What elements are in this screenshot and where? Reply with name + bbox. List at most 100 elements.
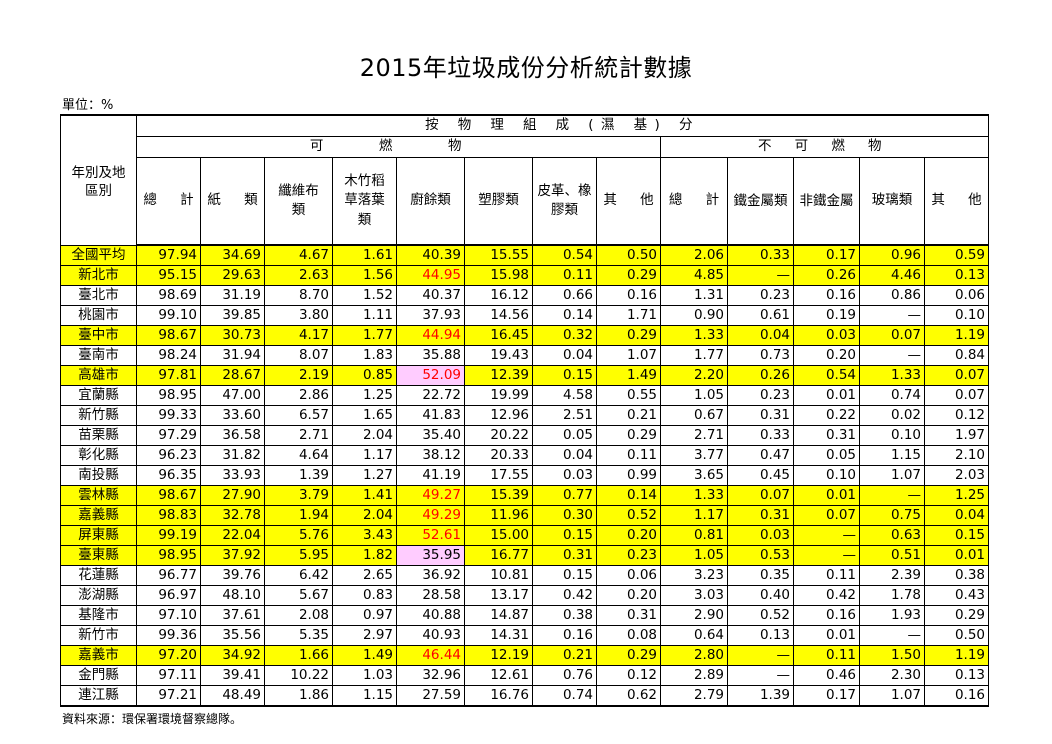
cell-paper: 35.56 <box>200 625 265 646</box>
cell-plastic: 11.96 <box>464 505 533 526</box>
cell-paper: 33.93 <box>200 465 265 486</box>
cell-nonferrous-metal: 0.46 <box>793 665 860 686</box>
cell-leather-rubber: 0.54 <box>532 244 597 266</box>
cell-ferrous-metal: 0.33 <box>727 425 794 446</box>
cell-wood-straw-leaves: 2.04 <box>332 425 397 446</box>
cell-leather-rubber: 0.15 <box>532 565 597 586</box>
region-name-cell: 桃園市 <box>60 305 137 326</box>
cell-nonferrous-metal: 0.16 <box>793 605 860 626</box>
region-name-cell: 南投縣 <box>60 465 137 486</box>
cell-combustible-other: 0.29 <box>596 425 661 446</box>
cell-food-waste: 36.92 <box>396 565 465 586</box>
cell-noncombustible-total: 1.33 <box>660 485 728 506</box>
cell-food-waste: 49.27 <box>396 485 465 506</box>
cell-nonferrous-metal: — <box>793 525 860 546</box>
cell-combustible-other: 0.52 <box>596 505 661 526</box>
cell-ferrous-metal: 0.47 <box>727 445 794 466</box>
unit-label: 單位：% <box>62 98 114 113</box>
cell-noncombustible-total: 0.90 <box>660 305 728 326</box>
cell-leather-rubber: 0.32 <box>532 325 597 346</box>
combustible-header: 可 燃 物 <box>136 136 661 158</box>
cell-nonferrous-metal: 0.07 <box>793 505 860 526</box>
cell-food-waste: 38.12 <box>396 445 465 466</box>
table-row: 澎湖縣 96.97 48.10 5.67 0.83 28.58 13.17 0.42 0.20 3… <box>60 585 989 606</box>
cell-noncombustible-total: 2.71 <box>660 425 728 446</box>
table-row: 新竹縣 99.33 33.60 6.57 1.65 41.83 12.96 2.51 0.21 0… <box>60 405 989 426</box>
cell-food-waste: 35.40 <box>396 425 465 446</box>
cell-textile: 10.22 <box>264 665 333 686</box>
cell-combustible-other: 0.29 <box>596 645 661 666</box>
region-name-cell: 基隆市 <box>60 605 137 626</box>
cell-combustible-other: 0.06 <box>596 565 661 586</box>
cell-wood-straw-leaves: 1.41 <box>332 485 397 506</box>
cell-plastic: 12.61 <box>464 665 533 686</box>
cell-glass: 0.07 <box>859 325 925 346</box>
col-header-ferrous-metal: 鐵金屬類 <box>727 157 794 246</box>
cell-paper: 33.60 <box>200 405 265 426</box>
cell-combustible-other: 0.55 <box>596 385 661 406</box>
cell-combustible-total: 97.21 <box>136 685 201 707</box>
cell-noncombustible-total: 2.06 <box>660 244 728 266</box>
cell-combustible-other: 1.49 <box>596 365 661 386</box>
cell-food-waste: 40.88 <box>396 605 465 626</box>
cell-noncombustible-total: 0.67 <box>660 405 728 426</box>
cell-plastic: 15.98 <box>464 265 533 286</box>
col-header-glass: 玻璃類 <box>859 157 925 246</box>
cell-paper: 47.00 <box>200 385 265 406</box>
cell-paper: 31.94 <box>200 345 265 366</box>
cell-textile: 5.67 <box>264 585 333 606</box>
cell-plastic: 12.96 <box>464 405 533 426</box>
cell-glass: 0.74 <box>859 385 925 406</box>
cell-noncombustible-other: 0.38 <box>924 565 989 586</box>
cell-noncombustible-total: 2.20 <box>660 365 728 386</box>
table-row: 基隆市 97.10 37.61 2.08 0.97 40.88 14.87 0.38 0.31 2… <box>60 605 989 626</box>
cell-ferrous-metal: — <box>727 665 794 686</box>
cell-ferrous-metal: 0.13 <box>727 625 794 646</box>
cell-noncombustible-other: 1.97 <box>924 425 989 446</box>
cell-combustible-other: 0.31 <box>596 605 661 626</box>
region-name-cell: 新竹市 <box>60 625 137 646</box>
region-name-cell: 新竹縣 <box>60 405 137 426</box>
cell-food-waste: 27.59 <box>396 685 465 707</box>
cell-paper: 48.49 <box>200 685 265 707</box>
cell-paper: 39.41 <box>200 665 265 686</box>
cell-glass: 0.63 <box>859 525 925 546</box>
cell-food-waste: 37.93 <box>396 305 465 326</box>
cell-wood-straw-leaves: 1.77 <box>332 325 397 346</box>
cell-combustible-total: 99.10 <box>136 305 201 326</box>
cell-leather-rubber: 0.04 <box>532 345 597 366</box>
cell-noncombustible-other: 0.01 <box>924 545 989 566</box>
col-header-wood-straw-leaves: 木竹稻草落葉類 <box>332 157 397 246</box>
cell-combustible-total: 97.94 <box>136 244 201 266</box>
cell-combustible-total: 96.77 <box>136 565 201 586</box>
cell-wood-straw-leaves: 1.03 <box>332 665 397 686</box>
noncombustible-header: 不 可 燃 物 <box>660 136 989 158</box>
page-title: 2015年垃圾成份分析統計數據 <box>359 54 693 82</box>
cell-food-waste: 35.95 <box>396 545 465 566</box>
cell-food-waste: 44.95 <box>396 265 465 286</box>
cell-textile: 5.76 <box>264 525 333 546</box>
cell-wood-straw-leaves: 2.04 <box>332 505 397 526</box>
cell-combustible-other: 1.07 <box>596 345 661 366</box>
table-row: 屏東縣 99.19 22.04 5.76 3.43 52.61 15.00 0.15 0.20 0… <box>60 525 989 546</box>
cell-textile: 4.67 <box>264 244 333 266</box>
cell-combustible-other: 0.12 <box>596 665 661 686</box>
cell-combustible-other: 0.29 <box>596 265 661 286</box>
cell-combustible-total: 97.29 <box>136 425 201 446</box>
cell-plastic: 16.45 <box>464 325 533 346</box>
cell-wood-straw-leaves: 1.17 <box>332 445 397 466</box>
cell-nonferrous-metal: 0.42 <box>793 585 860 606</box>
cell-wood-straw-leaves: 1.65 <box>332 405 397 426</box>
table-row: 臺南市 98.24 31.94 8.07 1.83 35.88 19.43 0.04 1.07 1… <box>60 345 989 366</box>
cell-plastic: 12.39 <box>464 365 533 386</box>
cell-noncombustible-total: 1.17 <box>660 505 728 526</box>
cell-ferrous-metal: 0.03 <box>727 525 794 546</box>
cell-nonferrous-metal: 0.16 <box>793 285 860 306</box>
cell-textile: 2.86 <box>264 385 333 406</box>
cell-ferrous-metal: 0.61 <box>727 305 794 326</box>
cell-noncombustible-total: 3.65 <box>660 465 728 486</box>
table-row: 嘉義市 97.20 34.92 1.66 1.49 46.44 12.19 0.21 0.29 2… <box>60 645 989 666</box>
table-body: 全國平均 97.94 34.69 4.67 1.61 40.39 15.55 0.54 0.50… <box>60 244 989 707</box>
cell-nonferrous-metal: 0.11 <box>793 645 860 666</box>
source-note: 資料來源：環保署環境督察總隊。 <box>62 712 243 726</box>
